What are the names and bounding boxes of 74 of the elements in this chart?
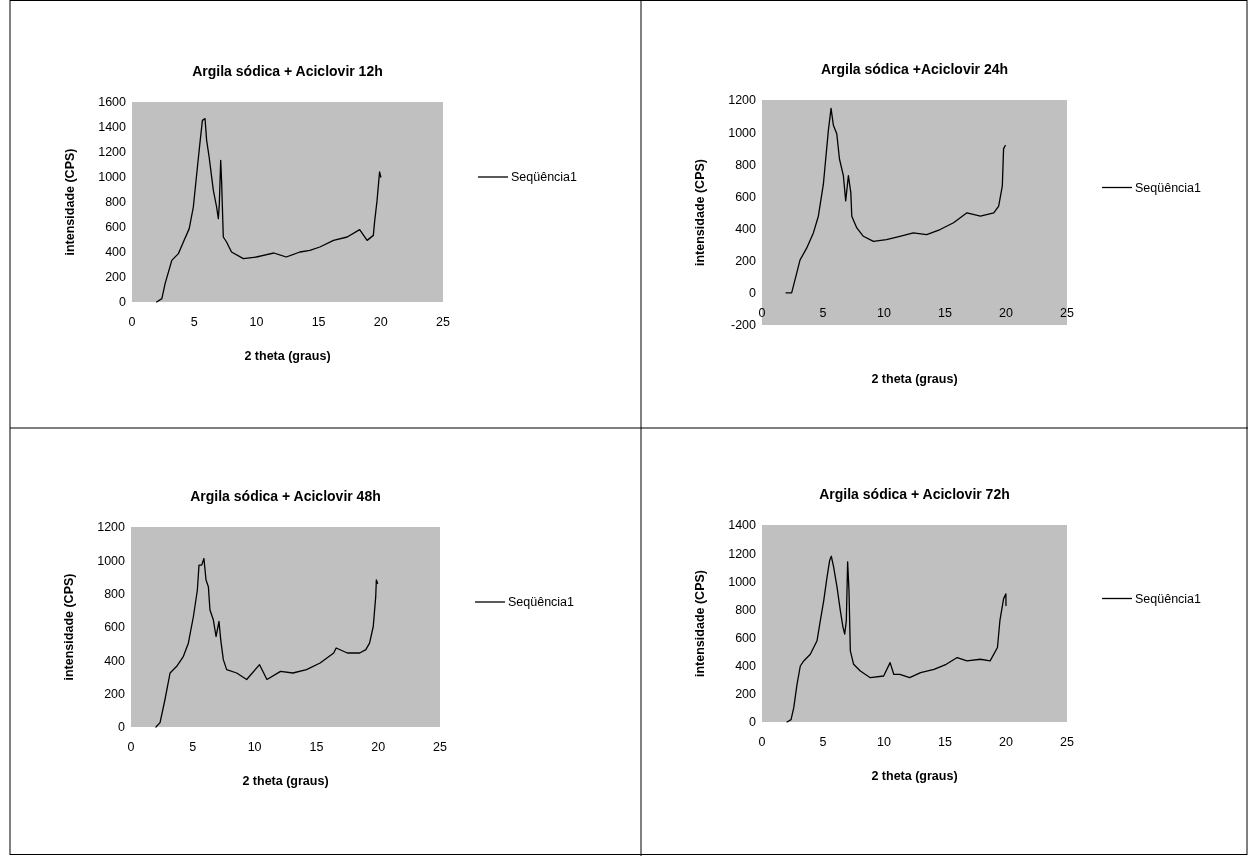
x-tick-label: 15 xyxy=(309,740,324,754)
x-tick-label: 20 xyxy=(999,735,1013,749)
y-tick-label: 1000 xyxy=(728,574,757,589)
y-tick-label: 0 xyxy=(118,720,126,735)
y-tick-label: -200 xyxy=(730,318,757,333)
legend-label: Seqüência1 xyxy=(1135,180,1202,195)
x-tick-label: 10 xyxy=(877,735,891,749)
y-tick-label: 0 xyxy=(749,286,757,301)
y-tick-label: 200 xyxy=(735,254,757,269)
x-tick-label: 10 xyxy=(877,305,891,320)
x-tick-label: 10 xyxy=(249,315,264,329)
x-tick-label: 15 xyxy=(938,305,952,320)
y-axis-title: intensidade (CPS) xyxy=(62,573,76,681)
x-tick-label: 25 xyxy=(1060,735,1074,749)
x-tick-label: 20 xyxy=(373,315,388,329)
y-tick-label: 1200 xyxy=(728,546,757,561)
x-tick-label: 10 xyxy=(247,740,262,754)
legend-label: Seqüência1 xyxy=(508,595,575,610)
y-tick-label: 600 xyxy=(735,630,757,645)
chart-title: Argila sódica + Aciclovir 12h xyxy=(192,63,383,79)
x-tick-label: 15 xyxy=(938,735,952,749)
y-tick-label: 0 xyxy=(119,295,127,310)
y-tick-label: 400 xyxy=(105,245,127,260)
y-tick-label: 1000 xyxy=(98,170,127,185)
line-series xyxy=(155,117,382,303)
x-tick-label: 5 xyxy=(819,735,827,749)
y-tick-label: 1000 xyxy=(97,553,126,568)
y-tick-label: 200 xyxy=(105,270,127,285)
x-tick-label: 5 xyxy=(819,305,827,320)
y-tick-label: 1200 xyxy=(97,520,126,535)
x-tick-label: 5 xyxy=(190,315,198,329)
y-tick-label: 800 xyxy=(105,195,127,210)
chart-title: Argila sódica + Aciclovir 48h xyxy=(190,488,381,504)
x-tick-label: 25 xyxy=(433,740,447,754)
line-series xyxy=(785,107,1006,294)
y-tick-label: 400 xyxy=(104,653,126,668)
legend-label: Seqüência1 xyxy=(511,170,578,185)
y-tick-label: 600 xyxy=(735,189,757,204)
line-series xyxy=(786,555,1007,723)
x-axis-title: 2 theta (graus) xyxy=(242,774,329,788)
y-tick-label: 1200 xyxy=(98,145,127,160)
x-tick-label: 20 xyxy=(999,305,1013,320)
y-tick-label: 200 xyxy=(104,687,126,702)
x-tick-label: 25 xyxy=(1060,305,1074,320)
y-tick-label: 400 xyxy=(735,221,757,236)
chart-title: Argila sódica +Aciclovir 24h xyxy=(820,61,1009,77)
y-axis-title: intensidade (CPS) xyxy=(693,570,707,677)
y-tick-label: 0 xyxy=(749,715,757,730)
x-axis-title: 2 theta (graus) xyxy=(871,769,958,783)
y-tick-label: 600 xyxy=(105,220,127,235)
x-tick-label: 25 xyxy=(436,315,450,329)
x-tick-label: 5 xyxy=(189,740,197,754)
y-tick-label: 1400 xyxy=(728,518,757,533)
y-tick-label: 600 xyxy=(104,620,126,635)
y-tick-label: 1200 xyxy=(728,93,757,108)
legend-label: Seqüência1 xyxy=(1135,591,1202,606)
line-series xyxy=(155,557,379,728)
x-tick-label: 0 xyxy=(128,315,136,329)
y-tick-label: 200 xyxy=(735,687,757,702)
y-tick-label: 800 xyxy=(735,602,757,617)
y-tick-label: 800 xyxy=(735,157,757,172)
x-axis-title: 2 theta (graus) xyxy=(871,372,958,386)
y-tick-label: 1400 xyxy=(98,120,127,135)
y-axis-title: intensidade (CPS) xyxy=(63,148,77,256)
x-tick-label: 0 xyxy=(758,735,766,749)
chart-title: Argila sódica + Aciclovir 72h xyxy=(819,486,1010,502)
x-tick-label: 15 xyxy=(311,315,326,329)
y-tick-label: 800 xyxy=(104,587,126,602)
y-axis-title: intensidade (CPS) xyxy=(693,159,707,266)
y-tick-label: 400 xyxy=(735,659,757,674)
y-tick-label: 1600 xyxy=(98,95,127,110)
y-tick-label: 1000 xyxy=(728,125,757,140)
x-tick-label: 20 xyxy=(371,740,386,754)
x-axis-title: 2 theta (graus) xyxy=(244,349,331,363)
